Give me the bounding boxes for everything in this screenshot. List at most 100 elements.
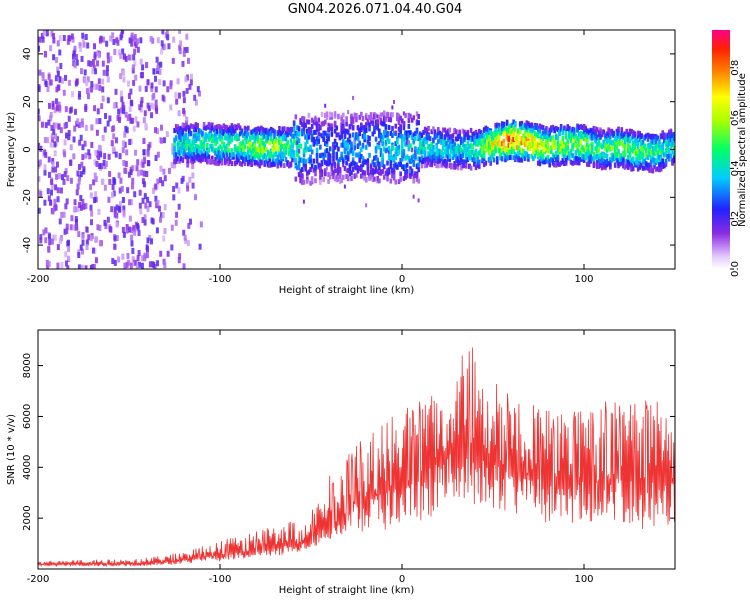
spectrogram-cell: [551, 124, 555, 130]
spectrogram-cell: [484, 160, 488, 166]
spectrogram-cell: [286, 132, 289, 138]
spectrogram-cell: [225, 128, 229, 134]
spectrogram-noise-cell: [97, 78, 101, 85]
spectrogram-noise-cell: [185, 33, 189, 40]
spectrogram-cell: [604, 145, 607, 151]
spectrogram-cell: [348, 133, 352, 139]
spectrogram-cell: [345, 128, 348, 134]
spectrogram-noise-cell: [136, 255, 140, 262]
spectrogram-cell: [327, 133, 330, 139]
spectrogram-cell: [607, 132, 610, 138]
spectrogram-cell: [589, 133, 592, 139]
spectrogram-cell: [492, 144, 496, 150]
spectrogram-cell: [559, 126, 563, 132]
spectrogram-cell: [649, 149, 653, 155]
spectrogram-cell: [659, 153, 663, 159]
spectrogram-cell: [320, 152, 324, 158]
spectrogram-cell: [274, 146, 278, 152]
spectrogram-cell: [332, 141, 335, 147]
spectrogram-cell: [663, 162, 666, 168]
spectrogram-cell: [276, 163, 280, 169]
spectrogram-cell: [361, 125, 365, 131]
spectrogram-cell: [581, 131, 584, 137]
spectrogram-cell: [297, 131, 301, 137]
spectrogram-noise-cell: [131, 117, 135, 124]
spectrogram-noise-cell: [136, 170, 140, 177]
spectrogram-cell: [433, 160, 437, 166]
spectrogram-cell: [284, 157, 288, 163]
spectrogram-cell: [554, 150, 558, 156]
spectrogram-cell: [214, 141, 217, 147]
spectrogram-noise-cell: [39, 237, 43, 244]
spectrogram-noise-cell: [60, 211, 64, 218]
spectrogram-cell: [281, 135, 285, 141]
spectrogram-cell: [353, 173, 357, 179]
spectrogram-cell: [181, 122, 185, 128]
spectrogram-cell: [309, 154, 312, 160]
spectrogram-noise-cell: [63, 139, 67, 146]
spectrogram-cell: [495, 156, 499, 162]
spectrogram-cell: [243, 134, 247, 140]
spectrogram-cell: [533, 138, 537, 144]
spectrogram-cell: [279, 141, 283, 147]
spectrogram-cell: [212, 159, 216, 165]
spectrogram-cell: [356, 125, 360, 131]
spectrogram-cell: [379, 112, 383, 118]
spectrogram-noise-cell: [136, 121, 140, 128]
spectrogram-noise-cell: [81, 154, 85, 161]
spectrogram-cell: [499, 147, 502, 153]
spectrogram-cell: [543, 147, 547, 153]
spectrogram-cell: [605, 143, 609, 149]
spectrogram-cell: [325, 133, 329, 139]
spectrogram-noise-cell: [122, 231, 126, 238]
snr-xtick-label: -200: [27, 574, 50, 585]
spectrogram-cell: [314, 171, 317, 177]
spectrogram-noise-cell: [137, 230, 141, 237]
spectrogram-cell: [247, 131, 250, 137]
spectrogram-cell: [646, 143, 650, 149]
spectrogram-noise-cell: [105, 70, 109, 77]
spectrogram-noise-cell: [146, 150, 150, 157]
spectrogram-cell: [522, 148, 525, 154]
spectrogram-noise-cell: [94, 176, 98, 183]
spectrogram-cell: [600, 165, 604, 171]
spectrogram-cell: [342, 139, 345, 145]
spectrogram-cell: [422, 158, 425, 164]
spectrogram-faint-cell: [394, 130, 397, 135]
spectrogram-noise-cell: [182, 90, 186, 97]
spectrogram-cell: [186, 124, 190, 130]
spectrogram-cell: [666, 154, 669, 160]
spectrogram-cell: [302, 125, 306, 131]
spectrogram-cell: [672, 131, 675, 137]
spectrogram-cell: [310, 123, 314, 129]
spectrogram-cell: [599, 127, 602, 133]
spectrogram-cell: [620, 133, 624, 139]
spectrogram-noise-cell: [46, 86, 50, 93]
spectrogram-noise-cell: [148, 201, 152, 208]
spectrogram-cell: [625, 163, 628, 169]
snr-area: [38, 347, 675, 568]
spectrogram-cell: [330, 171, 334, 177]
spectrogram-cell: [427, 135, 430, 141]
snr-ytick-label: 4000: [22, 455, 33, 480]
spectrogram-cell: [360, 164, 363, 170]
spectrogram-cell: [289, 126, 293, 132]
spectrogram-cell: [615, 136, 619, 142]
spectrogram-cell: [528, 141, 532, 147]
spectrogram-cell: [482, 156, 486, 162]
spectrogram-cell: [409, 113, 412, 119]
spectrogram-noise-cell: [131, 67, 135, 74]
spectrogram-noise-cell: [42, 30, 46, 36]
spectrogram-cell: [474, 148, 478, 154]
spectrogram-cell: [510, 149, 514, 155]
spectrogram-cell: [230, 134, 234, 140]
spectrogram-cell: [374, 113, 378, 119]
spectrogram-cell: [627, 142, 630, 148]
spectrogram-noise-cell: [54, 184, 58, 191]
spectrogram-cell: [238, 154, 242, 160]
spectrogram-cell: [576, 143, 579, 149]
spectrogram-noise-cell: [189, 79, 193, 86]
spectrogram-noise-cell: [198, 243, 202, 250]
spectrogram-cell: [551, 157, 555, 163]
spectrogram-noise-cell: [50, 124, 54, 131]
